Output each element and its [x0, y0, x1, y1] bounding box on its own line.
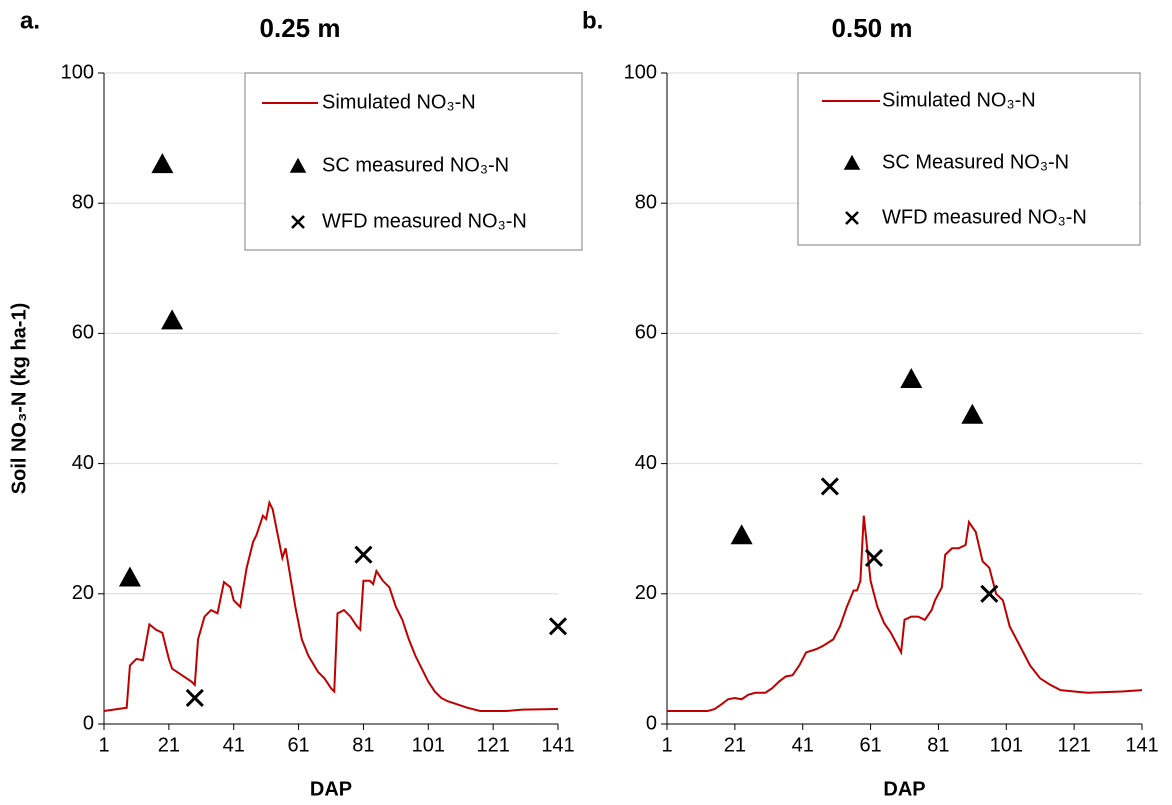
chart-title: 0.50 m [832, 13, 913, 43]
y-tick-label: 40 [635, 452, 657, 474]
x-tick-label: 81 [927, 734, 949, 756]
x-tick-label: 101 [990, 734, 1023, 756]
x-tick-label: 21 [158, 734, 180, 756]
x-tick-label: 1 [98, 734, 109, 756]
y-tick-label: 100 [624, 61, 657, 83]
simulated-line [103, 499, 559, 712]
y-tick-label: 80 [72, 191, 94, 213]
legend-swatch [845, 211, 859, 225]
y-tick-label: 100 [61, 61, 94, 83]
x-tick-label: 141 [1125, 734, 1158, 756]
y-tick-label: 40 [72, 452, 94, 474]
legend-label: WFD measured NO₃-N [882, 206, 1087, 228]
y-tick-label: 60 [635, 322, 657, 344]
legend-swatch [289, 157, 307, 173]
legend-swatch [843, 154, 861, 170]
y-tick-label: 80 [635, 191, 657, 213]
x-marker [185, 688, 204, 708]
x-axis-label: DAP [883, 778, 925, 800]
panel-label: a. [20, 7, 40, 34]
triangle-marker [900, 367, 923, 388]
x-tick-label: 101 [412, 734, 445, 756]
triangle-marker [118, 566, 141, 587]
simulated-line [667, 515, 1143, 712]
legend-label: SC Measured NO₃-N [882, 151, 1069, 173]
triangle-marker [161, 309, 184, 330]
legend-label: SC measured NO₃-N [322, 154, 509, 176]
triangle-marker [151, 153, 174, 174]
x-tick-label: 121 [1057, 734, 1090, 756]
x-tick-label: 21 [724, 734, 746, 756]
x-marker [864, 548, 884, 568]
y-tick-label: 60 [72, 322, 94, 344]
y-tick-label: 20 [635, 582, 657, 604]
x-tick-label: 121 [476, 734, 509, 756]
x-axis-label: DAP [310, 778, 352, 800]
triangle-marker [730, 524, 753, 545]
x-tick-label: 61 [859, 734, 881, 756]
legend-label: Simulated NO₃-N [322, 91, 476, 113]
y-tick-label: 0 [83, 712, 94, 734]
x-tick-label: 41 [792, 734, 814, 756]
x-marker [820, 477, 839, 496]
legend-label: Simulated NO₃-N [882, 89, 1036, 111]
x-tick-label: 141 [541, 734, 574, 756]
x-marker [980, 584, 999, 603]
triangle-marker [961, 403, 984, 424]
chart-title: 0.25 m [260, 13, 341, 43]
y-axis-label: Soil NO₃-N (kg ha-1) [8, 303, 30, 494]
x-marker [354, 545, 373, 564]
x-marker [548, 617, 568, 636]
x-tick-label: 1 [661, 734, 672, 756]
panel-label: b. [582, 7, 603, 34]
x-tick-label: 81 [352, 734, 374, 756]
y-tick-label: 0 [646, 712, 657, 734]
y-tick-label: 20 [72, 582, 94, 604]
legend-swatch [291, 215, 305, 229]
legend-label: WFD measured NO₃-N [322, 210, 527, 232]
x-tick-label: 41 [223, 734, 245, 756]
x-tick-label: 61 [287, 734, 309, 756]
